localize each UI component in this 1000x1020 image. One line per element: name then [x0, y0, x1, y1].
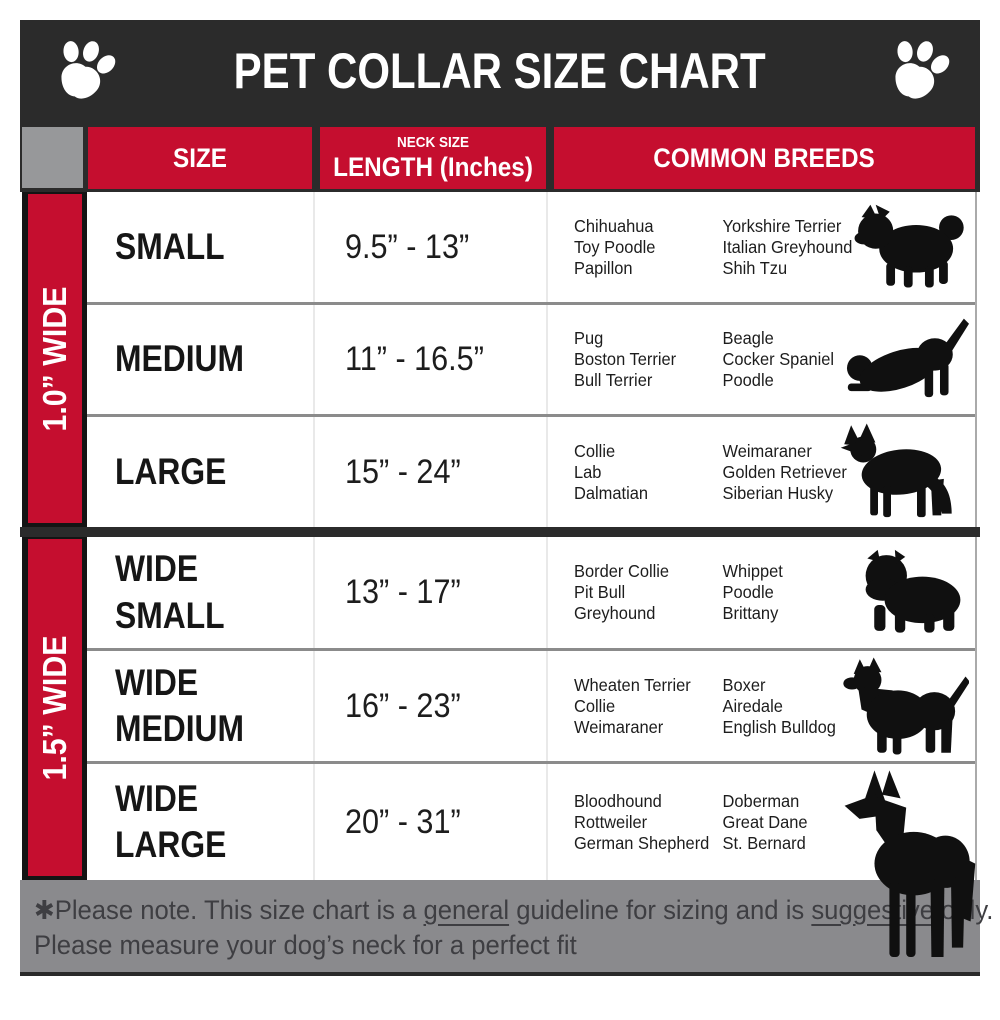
size-chart-infographic: PET COLLAR SIZE CHART SIZE NECK SIZE LEN… [20, 20, 993, 976]
breed-list: Border Collie Pit Bull Greyhound Whippet Po… [574, 561, 783, 623]
paw-print-icon [61, 41, 116, 99]
breed-list: Bloodhound Rottweiler German Shepherd Dobe… [574, 790, 808, 853]
title-bar: PET COLLAR SIZE CHART [20, 20, 980, 122]
breed-list: Chihuahua Toy Poodle Papillon Yorkshire Te… [574, 215, 853, 278]
neck-size-value: 13” - 17” [345, 573, 461, 611]
column-header-size: SIZE [88, 127, 312, 189]
neck-size-value: 9.5” - 13” [345, 227, 470, 266]
table-row-wide-medium: WIDE MEDIUM 16” - 23” Wheaten Terrier Coll… [87, 651, 975, 761]
pit-bull-dog-silhouette-icon [839, 656, 969, 756]
table-header-row: SIZE NECK SIZE LENGTH (Inches) COMMON BR… [20, 122, 980, 192]
breed-list: Wheaten Terrier Collie Weimaraner Boxer Air… [574, 674, 836, 737]
german-shepherd-dog-silhouette-icon [839, 422, 969, 522]
section-divider [20, 527, 980, 537]
size-label: WIDE LARGE [115, 777, 227, 865]
section-rail: 1.0” WIDE [22, 192, 87, 527]
size-label: WIDE MEDIUM [115, 661, 245, 749]
asterisk-icon: ✱ [34, 895, 55, 925]
size-label: WIDE SMALL [115, 548, 225, 636]
table-row-large: LARGE 15” - 24” Collie Lab Dalmatian Weima… [87, 417, 975, 527]
column-header-neck-size: NECK SIZE LENGTH (Inches) [320, 127, 546, 189]
bulldog-silhouette-icon [857, 549, 969, 637]
neck-size-value: 11” - 16.5” [345, 340, 484, 378]
table-row-wide-small: WIDE SMALL 13” - 17” Border Collie Pit Bul… [87, 537, 975, 648]
column-header-neck-label: LENGTH (Inches) [333, 151, 533, 182]
row-divider [87, 414, 975, 417]
section-rail: 1.5” WIDE [22, 537, 87, 880]
table-row-medium: MEDIUM 11” - 16.5” Pug Boston Terrier Bull… [87, 305, 975, 414]
section-1-inch-wide: 1.0” WIDE SMALL 9.5” - 13” Chihuahua Toy … [20, 192, 980, 527]
row-divider [87, 302, 975, 305]
section-1-5-inch-wide: 1.5” WIDE WIDE SMALL 13” - 17” Border Col… [20, 537, 980, 957]
row-divider [87, 761, 975, 764]
table-row-small: SMALL 9.5” - 13” Chihuahua Toy Poodle Papi… [87, 192, 975, 302]
breed-list: Pug Boston Terrier Bull Terrier Beagle Cock… [574, 328, 835, 390]
size-label: MEDIUM [115, 338, 245, 380]
small-fluffy-dog-silhouette-icon [851, 203, 969, 291]
playing-beagle-dog-silhouette-icon [841, 315, 969, 405]
table-row-wide-large: WIDE LARGE 20” - 31” Bloodhound Rottweiler… [87, 764, 976, 957]
column-header-size-label: SIZE [172, 142, 227, 173]
rows-section-1: SMALL 9.5” - 13” Chihuahua Toy Poodle Papi… [87, 192, 977, 527]
doberman-dog-silhouette-icon [839, 770, 979, 962]
neck-size-value: 15” - 24” [345, 452, 461, 491]
section-label-1-5-inch: 1.5” WIDE [36, 634, 74, 781]
section-label-1-inch: 1.0” WIDE [36, 285, 74, 432]
column-header-neck-sublabel: NECK SIZE [396, 133, 469, 151]
neck-size-value: 16” - 23” [345, 686, 461, 725]
row-divider [87, 648, 975, 651]
column-header-common-breeds: COMMON BREEDS [554, 127, 975, 189]
page-title: PET COLLAR SIZE CHART [233, 43, 766, 99]
paw-print-icon [895, 41, 950, 99]
footer-note: ✱Please note. This size chart is a gener… [20, 880, 993, 976]
footer-note-line2: Please measure your dog’s neck for a per… [34, 930, 577, 960]
size-label: LARGE [115, 450, 227, 492]
column-header-breeds-label: COMMON BREEDS [653, 142, 876, 173]
size-label: SMALL [115, 225, 225, 267]
breed-list: Collie Lab Dalmatian Weimaraner Golden Retr… [574, 440, 847, 503]
corner-square [22, 127, 83, 188]
neck-size-value: 20” - 31” [345, 802, 461, 841]
footer-note-line1: ✱Please note. This size chart is a gener… [34, 895, 993, 925]
rows-section-2: WIDE SMALL 13” - 17” Border Collie Pit Bul… [87, 537, 977, 957]
